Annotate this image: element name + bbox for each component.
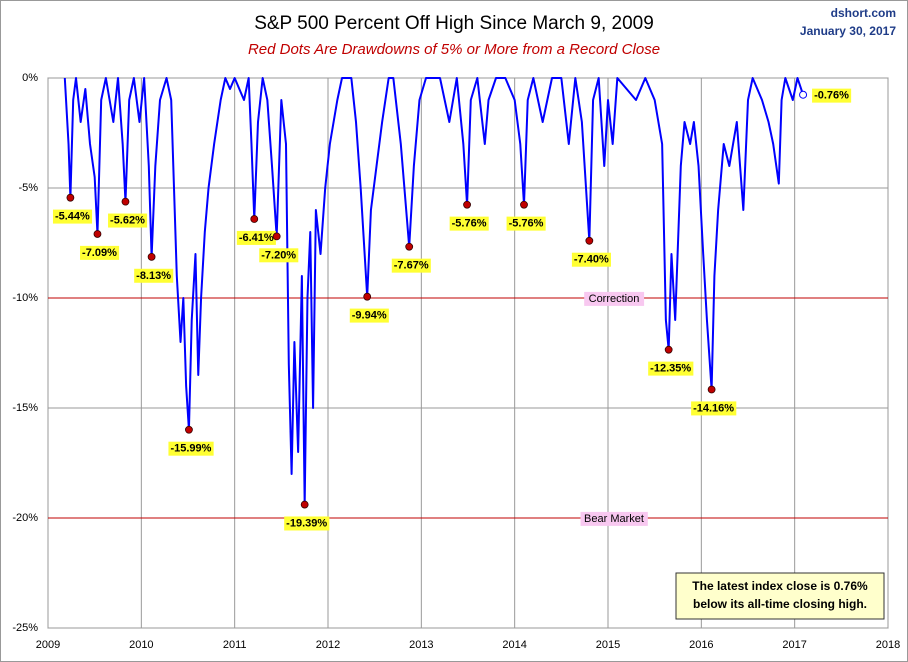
y-tick-label: -10%	[12, 292, 38, 304]
annotation: below its all-time closing high.	[693, 597, 867, 611]
latest-dot	[799, 90, 808, 99]
drawdown-dot	[121, 197, 130, 206]
data-label-bg	[236, 230, 276, 245]
data-label-bg	[506, 216, 546, 231]
data-label: -6.41%	[239, 232, 274, 244]
data-label: -5.76%	[509, 218, 544, 230]
data-label: -7.20%	[261, 249, 296, 261]
data-label: -9.94%	[352, 310, 387, 322]
x-tick-label: 2013	[409, 639, 433, 651]
data-label: -7.67%	[394, 260, 429, 272]
data-label-bg	[812, 88, 852, 103]
drawdown-dot	[707, 385, 716, 394]
data-label: -7.40%	[574, 254, 609, 266]
data-label-bg	[691, 401, 737, 416]
data-label-bg	[449, 216, 489, 231]
data-label-bg	[168, 441, 214, 456]
x-tick-label: 2015	[596, 639, 620, 651]
reference-label-bg	[584, 291, 645, 306]
drawdown-dot	[147, 252, 156, 261]
data-label-bg	[80, 245, 120, 260]
drawdown-dot	[363, 292, 372, 301]
drawdown-dot	[66, 193, 75, 202]
data-label: -5.76%	[452, 218, 487, 230]
data-label-bg	[52, 209, 93, 224]
x-tick-label: 2014	[502, 639, 526, 651]
annotation: The latest index close is 0.76%	[692, 579, 868, 593]
data-label-bg	[284, 516, 330, 531]
source: dshort.com	[831, 6, 896, 20]
data-label: -0.76%	[814, 90, 849, 102]
drawdown-dot	[664, 345, 673, 354]
x-tick-label: 2016	[689, 639, 713, 651]
drawdown-dot	[405, 242, 414, 251]
x-tick-label: 2010	[129, 639, 153, 651]
y-tick-label: -25%	[12, 622, 38, 634]
y-tick-label: -20%	[12, 512, 38, 524]
x-tick-label: 2011	[223, 639, 247, 651]
data-label: -5.62%	[110, 215, 145, 227]
chart-title: S&P 500 Percent Off High Since March 9, …	[254, 13, 654, 34]
data-label-bg	[134, 268, 174, 283]
x-tick-label: 2012	[316, 639, 340, 651]
date: January 30, 2017	[800, 24, 896, 38]
y-tick-label: 0%	[22, 72, 38, 84]
drawdown-dot	[520, 200, 528, 209]
y-tick-label: -5%	[18, 182, 38, 194]
data-label-bg	[259, 248, 299, 263]
x-tick-label: 2009	[36, 639, 60, 651]
drawdown-dot	[300, 500, 309, 509]
reference-label: Bear Market	[584, 513, 644, 525]
data-label: -19.39%	[286, 517, 327, 529]
data-label: -8.13%	[136, 270, 171, 282]
annotation-box	[675, 572, 885, 620]
reference-label-bg	[580, 511, 648, 526]
data-label: -12.35%	[650, 363, 691, 375]
drawdown-dot	[250, 215, 259, 223]
reference-label: Correction	[589, 293, 640, 305]
data-label-bg	[571, 252, 611, 267]
data-label-bg	[648, 361, 694, 376]
y-tick-label: -15%	[12, 402, 38, 414]
drawdown-dot	[463, 200, 471, 209]
drawdown-dot	[93, 230, 102, 238]
data-label: -7.09%	[82, 247, 117, 259]
data-label: -5.44%	[55, 211, 90, 223]
data-label-bg	[391, 258, 431, 273]
x-tick-label: 2017	[782, 639, 806, 651]
data-label: -15.99%	[170, 443, 211, 455]
x-tick-label: 2018	[876, 639, 900, 651]
drawdown-dot	[585, 236, 594, 245]
drawdown-dot	[272, 232, 281, 241]
data-label: -14.16%	[693, 402, 734, 414]
data-label-bg	[108, 213, 148, 228]
drawdown-dot	[185, 425, 193, 434]
chart-subtitle: Red Dots Are Drawdowns of 5% or More fro…	[248, 41, 660, 58]
data-label-bg	[349, 308, 389, 323]
